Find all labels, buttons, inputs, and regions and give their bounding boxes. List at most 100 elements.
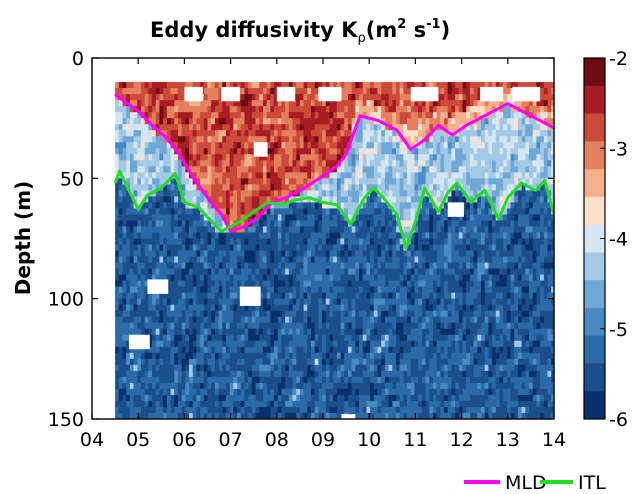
heatmap-cell <box>170 262 175 270</box>
heatmap-cell <box>137 130 142 137</box>
heatmap-cell <box>259 160 264 167</box>
heatmap-cell <box>237 322 242 330</box>
heatmap-cell <box>140 172 146 179</box>
heatmap-cell <box>196 406 201 414</box>
heatmap-cell <box>259 226 264 234</box>
heatmap-cell <box>166 142 172 149</box>
heatmap-cell <box>384 388 390 396</box>
heatmap-cell <box>270 124 275 131</box>
heatmap-cell <box>174 406 179 414</box>
heatmap-cell <box>333 370 338 378</box>
heatmap-cell <box>285 250 290 258</box>
heatmap-cell <box>373 262 379 270</box>
heatmap-cell <box>233 202 238 210</box>
heatmap-cell <box>229 346 234 354</box>
heatmap-cell <box>203 352 209 360</box>
heatmap-cell <box>299 208 305 216</box>
heatmap-cell <box>262 340 268 348</box>
heatmap-cell <box>262 94 268 101</box>
heatmap-cell <box>396 412 401 419</box>
heatmap-cell <box>148 322 153 330</box>
heatmap-cell <box>170 238 175 246</box>
heatmap-cell <box>189 112 194 119</box>
heatmap-cell <box>384 304 390 312</box>
heatmap-cell <box>392 352 397 360</box>
heatmap-cell <box>237 220 242 228</box>
heatmap-cell <box>203 214 209 222</box>
heatmap-cell <box>185 214 190 222</box>
heatmap-cell <box>225 208 231 216</box>
heatmap-cell <box>362 412 368 419</box>
heatmap-cell <box>122 244 127 252</box>
heatmap-cell <box>366 328 371 336</box>
heatmap-cell <box>159 412 164 419</box>
heatmap-cell <box>325 160 331 167</box>
heatmap-cell <box>314 190 319 197</box>
heatmap-cell <box>403 322 408 330</box>
heatmap-cell <box>351 154 356 161</box>
heatmap-cell <box>115 244 120 252</box>
heatmap-cell <box>266 286 271 294</box>
heatmap-cell <box>307 82 312 89</box>
heatmap-cell <box>266 124 271 131</box>
heatmap-cell <box>347 382 353 390</box>
heatmap-cell <box>429 334 434 342</box>
heatmap-cell <box>233 208 238 216</box>
heatmap-cell <box>140 142 146 149</box>
heatmap-cell <box>255 352 260 360</box>
heatmap-cell <box>129 172 135 179</box>
heatmap-cell <box>277 328 283 336</box>
heatmap-cell <box>122 262 127 270</box>
heatmap-cell <box>362 100 368 107</box>
heatmap-cell <box>344 316 349 324</box>
heatmap-cell <box>133 322 138 330</box>
heatmap-cell <box>303 286 308 294</box>
heatmap-cell <box>414 190 419 197</box>
heatmap-cell <box>152 274 157 282</box>
heatmap-cell <box>133 124 138 131</box>
heatmap-cell <box>115 268 120 276</box>
heatmap-cell <box>122 304 127 312</box>
heatmap-cell <box>344 358 349 366</box>
heatmap-cell <box>440 208 445 216</box>
heatmap-cell <box>174 304 179 312</box>
heatmap-cell <box>137 196 142 203</box>
heatmap-cell <box>392 382 397 390</box>
heatmap-cell <box>177 382 183 390</box>
heatmap-cell <box>418 124 423 131</box>
heatmap-cell <box>140 256 146 264</box>
heatmap-cell <box>244 358 249 366</box>
heatmap-cell <box>421 304 427 312</box>
heatmap-cell <box>185 352 190 360</box>
heatmap-cell <box>225 286 231 294</box>
heatmap-cell <box>421 328 427 336</box>
heatmap-cell <box>155 124 161 131</box>
heatmap-cell <box>148 184 153 191</box>
heatmap-cell <box>414 166 419 173</box>
heatmap-cell <box>347 298 353 306</box>
heatmap-cell <box>163 190 168 197</box>
heatmap-cell <box>240 412 246 419</box>
heatmap-cell <box>407 112 412 119</box>
heatmap-cell <box>418 364 423 372</box>
heatmap-cell <box>370 220 375 228</box>
heatmap-cell <box>399 172 404 179</box>
heatmap-cell <box>377 208 382 216</box>
heatmap-cell <box>392 214 397 222</box>
heatmap-cell <box>436 178 441 185</box>
heatmap-cell <box>318 172 323 179</box>
heatmap-cell <box>366 256 371 264</box>
heatmap-cell <box>355 406 360 414</box>
heatmap-cell <box>347 124 353 131</box>
heatmap-cell <box>425 226 430 234</box>
heatmap-cell <box>333 154 338 161</box>
heatmap-cell <box>196 316 201 324</box>
heatmap-cell <box>314 364 319 372</box>
heatmap-cell <box>140 316 146 324</box>
heatmap-cell <box>336 298 342 306</box>
heatmap-cell <box>362 166 368 173</box>
heatmap-cell <box>266 106 271 113</box>
heatmap-cell <box>237 400 242 408</box>
heatmap-cell <box>381 322 386 330</box>
heatmap-cell <box>303 190 308 197</box>
